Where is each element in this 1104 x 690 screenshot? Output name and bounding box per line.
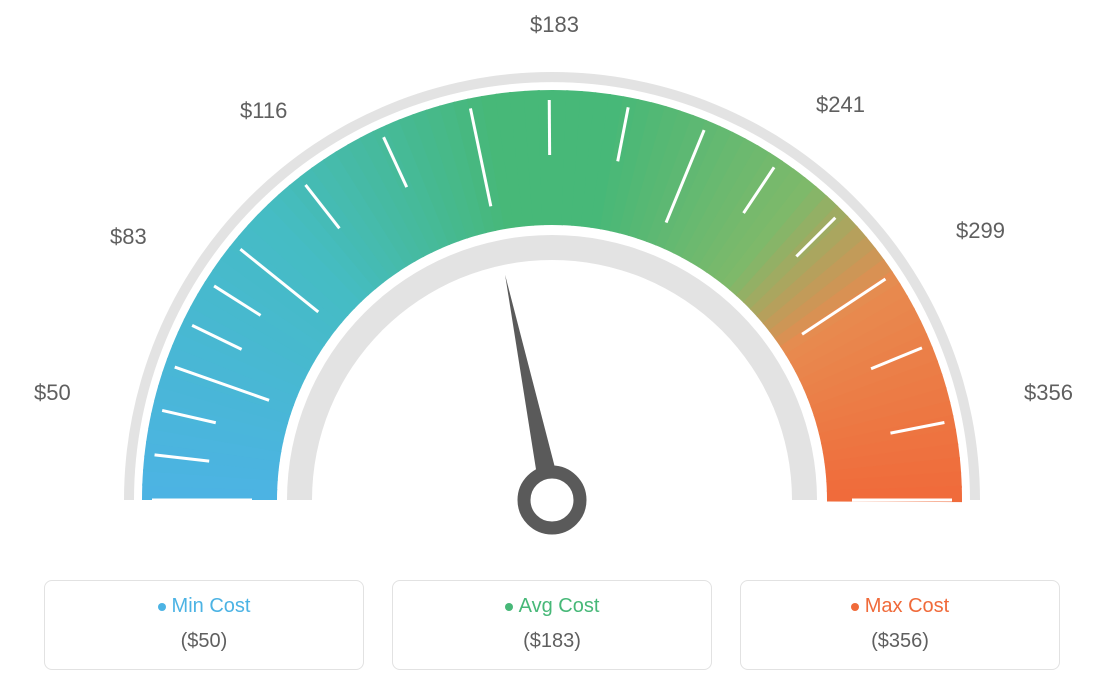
legend-value-avg: ($183) (403, 630, 701, 653)
legend-label-max: Max Cost (865, 595, 949, 618)
legend-card-avg: Avg Cost ($183) (392, 580, 712, 670)
gauge-container: $50 $83 $116 $183 $241 $299 $356 (0, 0, 1104, 560)
gauge-tick-label: $116 (240, 98, 287, 124)
legend-dot-avg (505, 603, 513, 611)
legend-dot-min (158, 603, 166, 611)
legend-dot-max (851, 603, 859, 611)
gauge-tick-label: $50 (34, 380, 71, 406)
gauge-tick-label: $299 (956, 218, 1005, 244)
legend-title-avg: Avg Cost (505, 595, 600, 618)
gauge-tick-label: $356 (1024, 380, 1073, 406)
legend-row: Min Cost ($50) Avg Cost ($183) Max Cost … (0, 580, 1104, 670)
legend-value-max: ($356) (751, 630, 1049, 653)
legend-label-avg: Avg Cost (519, 595, 600, 618)
legend-label-min: Min Cost (172, 595, 251, 618)
legend-title-min: Min Cost (158, 595, 251, 618)
legend-title-max: Max Cost (851, 595, 949, 618)
gauge-tick-label: $241 (816, 92, 865, 118)
gauge-svg (0, 0, 1104, 560)
legend-card-min: Min Cost ($50) (44, 580, 364, 670)
legend-value-min: ($50) (55, 630, 353, 653)
gauge-tick-label: $183 (530, 12, 579, 38)
legend-card-max: Max Cost ($356) (740, 580, 1060, 670)
gauge-tick-label: $83 (110, 224, 147, 250)
